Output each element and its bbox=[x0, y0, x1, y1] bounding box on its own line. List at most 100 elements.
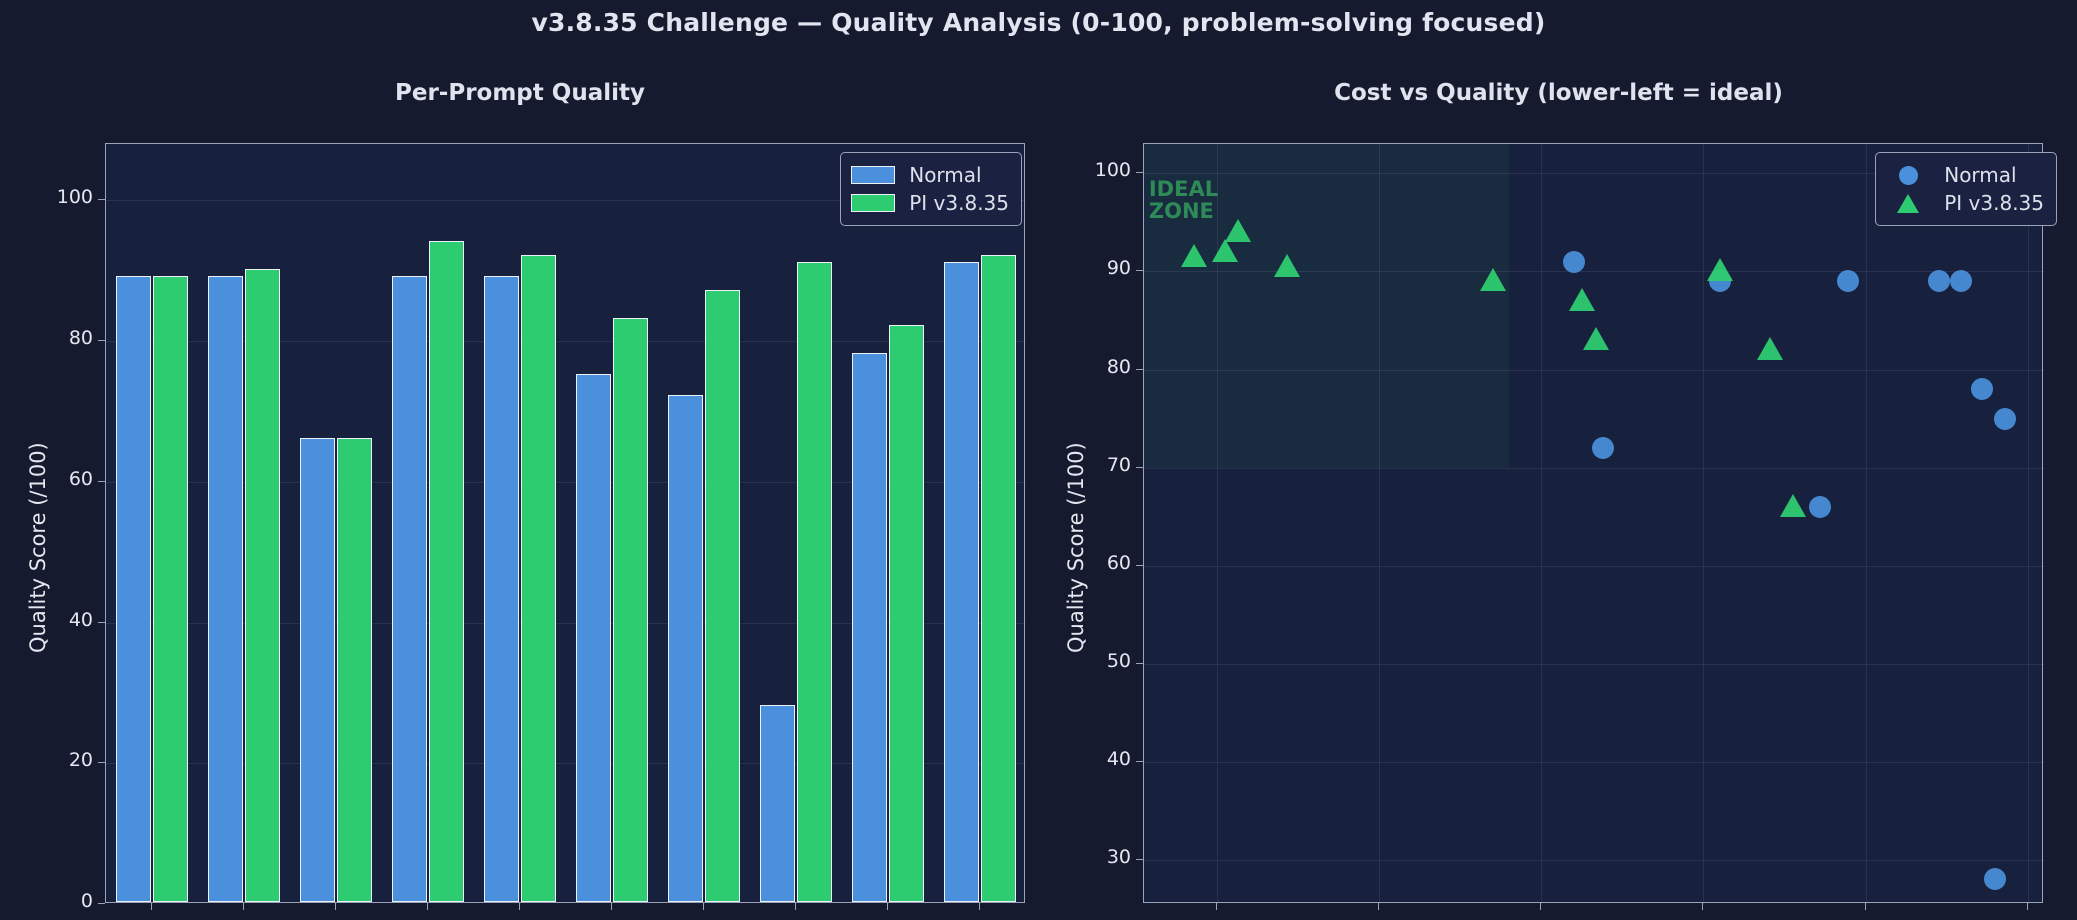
scatter-gridline-y bbox=[1144, 271, 2044, 273]
bar-P206-pi bbox=[612, 317, 648, 902]
scatter-point-normal-5 bbox=[1950, 270, 1973, 293]
bar-xtick-label-P204: P204 bbox=[367, 917, 487, 920]
scatter-xtick-mark bbox=[1864, 903, 1866, 910]
bar-xtick-label-P207: P207 bbox=[643, 917, 763, 920]
scatter-gridline-y bbox=[1144, 369, 2044, 371]
bar-xtick-label-P210: P210 bbox=[919, 917, 1039, 920]
bar-P202-normal bbox=[208, 275, 244, 902]
scatter-ytick-mark bbox=[1136, 858, 1143, 860]
bar-xtick-label-P201: P201 bbox=[91, 917, 211, 920]
bar-P201-pi bbox=[152, 275, 188, 902]
bar-P201-normal bbox=[116, 275, 152, 902]
scatter-gridline-y bbox=[1144, 663, 2044, 665]
scatter-ytick-mark bbox=[1136, 662, 1143, 664]
bar-xtick-label-P208: P208 bbox=[735, 917, 855, 920]
bar-chart-panel: Per-Prompt Quality 0 20 40 60 80 100 Quality S… bbox=[0, 68, 1040, 920]
bar-xtick-mark bbox=[335, 903, 336, 910]
scatter-point-pi-6 bbox=[1583, 327, 1610, 351]
bar-ytick-mark bbox=[98, 340, 105, 342]
bar-xtick-label-P209: P209 bbox=[827, 917, 947, 920]
bar-ytick-label: 60 bbox=[68, 467, 93, 490]
bar-gridline-y bbox=[106, 481, 1026, 483]
scatter-ytick-label: 40 bbox=[1106, 747, 1131, 770]
bar-xtick-label-P203: P203 bbox=[275, 917, 395, 920]
legend-swatch-normal bbox=[851, 166, 896, 184]
bar-xtick-mark bbox=[703, 903, 704, 910]
scatter-xtick-mark bbox=[2026, 903, 2028, 910]
scatter-chart-panel: Cost vs Quality (lower-left = ideal) IDE… bbox=[1040, 68, 2077, 920]
scatter-point-normal-7 bbox=[1994, 407, 2017, 430]
legend-swatch-pi bbox=[851, 194, 896, 212]
bar-ytick-label: 20 bbox=[68, 749, 93, 772]
legend-label-pi: PI v3.8.35 bbox=[909, 191, 1009, 215]
scatter-ytick-mark bbox=[1136, 270, 1143, 272]
bar-xtick-mark bbox=[243, 903, 244, 910]
scatter-gridline-x bbox=[1865, 144, 1867, 904]
bar-P207-pi bbox=[704, 289, 740, 902]
scatter-xtick-label: 0.1 bbox=[1161, 917, 1271, 920]
scatter-point-pi-3 bbox=[1273, 253, 1300, 277]
bar-P206-normal bbox=[576, 374, 612, 902]
bar-xtick-mark bbox=[151, 903, 152, 910]
scatter-gridline-x bbox=[1541, 144, 1543, 904]
scatter-point-pi-1 bbox=[1212, 238, 1239, 262]
scatter-gridline-y bbox=[1144, 761, 2044, 763]
scatter-xtick-label: 0.5 bbox=[1810, 917, 1920, 920]
scatter-point-normal-3 bbox=[1836, 270, 1859, 293]
scatter-point-pi-7 bbox=[1706, 258, 1733, 282]
bar-xtick-mark bbox=[611, 903, 612, 910]
scatter-gridline-y bbox=[1144, 467, 2044, 469]
bar-P203-normal bbox=[300, 437, 336, 902]
bar-ytick-label: 100 bbox=[56, 186, 93, 209]
scatter-xtick-mark bbox=[1215, 903, 1217, 910]
scatter-gridline-x bbox=[2027, 144, 2029, 904]
scatter-ytick-label: 60 bbox=[1106, 551, 1131, 574]
bar-ytick-mark bbox=[98, 199, 105, 201]
bar-P204-normal bbox=[392, 275, 428, 902]
scatter-ytick-label: 70 bbox=[1106, 453, 1131, 476]
scatter-ytick-label: 80 bbox=[1106, 355, 1131, 378]
scatter-point-normal-4 bbox=[1927, 270, 1950, 293]
scatter-xtick-mark bbox=[1540, 903, 1542, 910]
legend-row-pi-v3-8-35: PI v3.8.35 bbox=[851, 189, 1009, 217]
scatter-point-pi-8 bbox=[1756, 336, 1783, 360]
bar-ytick-mark bbox=[98, 903, 105, 904]
ideal-zone-label: IDEAL ZONE bbox=[1148, 177, 1219, 224]
bar-P208-pi bbox=[796, 261, 832, 902]
triangle-icon bbox=[1897, 193, 1920, 213]
scatter-legend-label-normal: Normal bbox=[1944, 163, 2017, 187]
scatter-chart-legend: Normal PI v3.8.35 bbox=[1875, 152, 2057, 226]
scatter-ytick-mark bbox=[1136, 368, 1143, 370]
scatter-ytick-label: 30 bbox=[1106, 845, 1131, 868]
bar-P205-pi bbox=[520, 254, 556, 902]
bar-P210-normal bbox=[944, 261, 980, 902]
bar-ytick-mark bbox=[98, 480, 105, 482]
bar-P204-pi bbox=[428, 240, 464, 902]
bar-P209-normal bbox=[852, 353, 888, 902]
bar-xtick-mark bbox=[979, 903, 980, 910]
scatter-point-normal-6 bbox=[1971, 378, 1994, 401]
bar-chart-legend: Normal PI v3.8.35 bbox=[840, 152, 1022, 226]
scatter-legend-mark-pi bbox=[1886, 192, 1930, 214]
scatter-chart-plot-area: IDEAL ZONE bbox=[1143, 143, 2044, 904]
bar-xtick-mark bbox=[427, 903, 428, 910]
bar-P209-pi bbox=[888, 324, 924, 902]
scatter-ytick-mark bbox=[1136, 564, 1143, 566]
bar-ytick-label: 40 bbox=[68, 608, 93, 631]
scatter-chart-title: Cost vs Quality (lower-left = ideal) bbox=[1334, 80, 1783, 106]
scatter-point-normal-0 bbox=[1562, 250, 1585, 273]
bar-gridline-y bbox=[106, 200, 1026, 202]
scatter-point-pi-2 bbox=[1225, 219, 1252, 243]
bar-P202-pi bbox=[244, 268, 280, 902]
scatter-ytick-mark bbox=[1136, 466, 1143, 468]
scatter-point-pi-5 bbox=[1568, 287, 1595, 311]
scatter-xtick-label: 0.6 bbox=[1972, 917, 2077, 920]
scatter-gridline-y bbox=[1144, 565, 2044, 567]
legend-row-normal: Normal bbox=[851, 161, 1009, 189]
scatter-point-pi-9 bbox=[1779, 493, 1806, 517]
scatter-xtick-label: 0.4 bbox=[1647, 917, 1757, 920]
bar-ytick-mark bbox=[98, 621, 105, 623]
bar-ytick-label: 0 bbox=[80, 890, 93, 912]
scatter-gridline-y bbox=[1144, 859, 2044, 861]
bar-P203-pi bbox=[336, 437, 372, 902]
